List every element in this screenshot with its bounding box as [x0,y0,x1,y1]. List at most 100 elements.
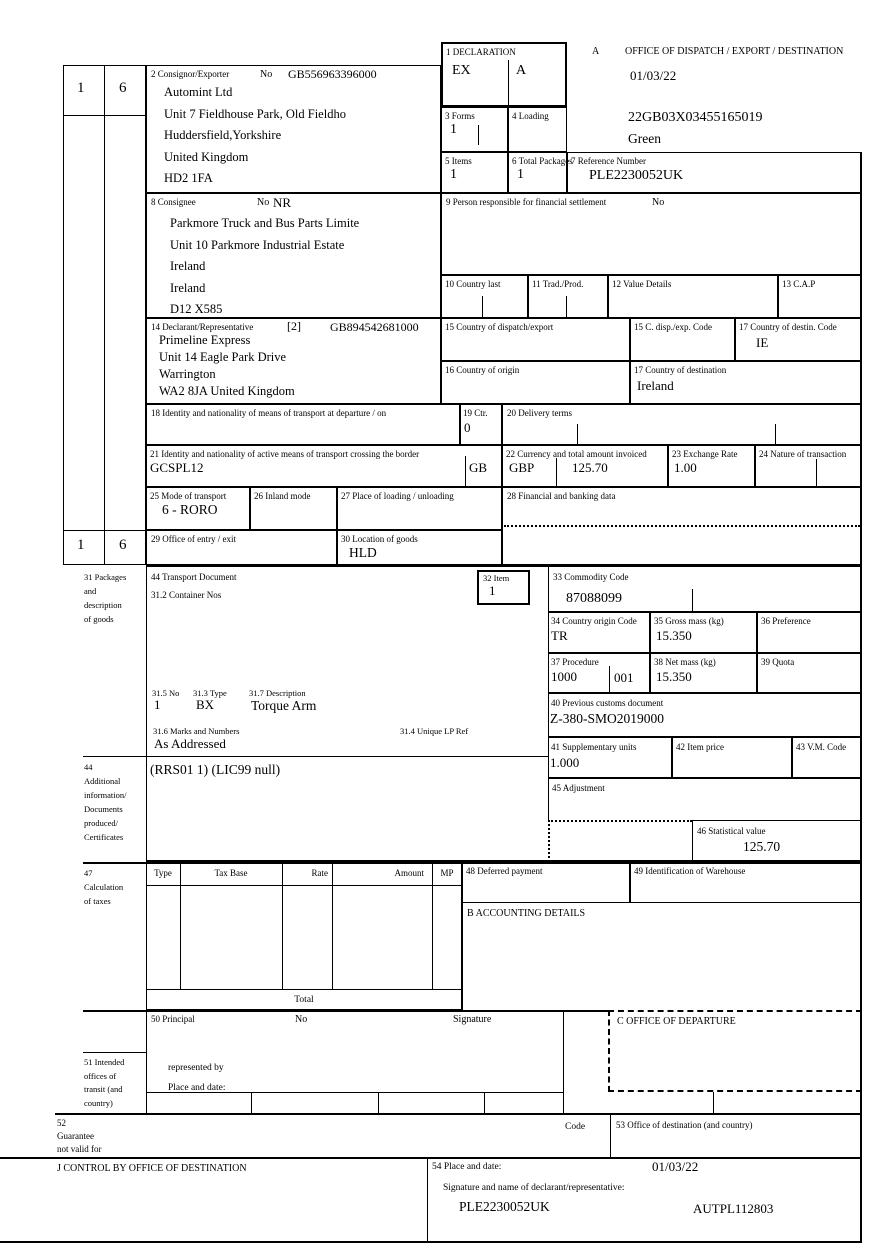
box44-top-line [83,756,548,757]
box8-label: 8 Consignee [151,197,196,207]
additional-information: (RRS01 1) (LIC99 null) [150,762,281,777]
box26-inland-mode [250,487,337,530]
box15a-dispatch-code [630,318,735,361]
box28-label: 28 Financial and banking data [507,491,616,501]
box21-active-transport [146,445,502,487]
box47-side-label: 47 Calculation of taxes [84,868,124,906]
movement-reference-number: 22GB03X03455165019 [628,110,763,125]
box6-label: 6 Total Packages [512,156,573,166]
box15-label: 15 Country of dispatch/export [445,322,554,332]
box18-label: 18 Identity and nationality of means of … [151,408,387,418]
box24-tick [816,459,817,486]
box15a-label: 15 C. disp./exp. Code [634,322,712,332]
stamp-cell-divider [484,1092,485,1113]
box22-divider [556,458,557,486]
box40-label: 40 Previous customs document [551,698,664,708]
box50-signature-label: Signature [453,1014,492,1025]
copy-cell-divider [63,115,146,116]
box2-label: 2 Consignor/Exporter [151,69,230,79]
item-number: 1 [489,583,496,598]
consignor-eori: GB556963396000 [288,67,377,81]
box46-label: 46 Statistical value [697,826,766,836]
box48-deferred-payment [462,862,630,903]
procedure-code: 1000 [551,669,577,684]
box8-no-label: No [257,197,270,208]
box42-item-price [672,737,792,778]
box23-exchange-rate [668,445,755,487]
box22-label: 22 Currency and total amount invoiced [506,449,647,459]
copy-column-divider [104,65,105,565]
stamp-row-top [146,1092,563,1093]
copy-number: 6 [119,80,127,96]
transport-mode: 6 - RORO [162,502,218,517]
box15-dispatch-country [441,318,630,361]
goods-description: Torque Arm [251,698,317,713]
box44t-label: 44 Transport Document [151,572,237,582]
consignee-address: Parkmore Truck and Bus Parts Limite Unit… [170,216,360,316]
section-divider [83,1010,608,1012]
box25-label: 25 Mode of transport [150,491,227,501]
box50-label: 50 Principal [151,1014,195,1024]
box20-tick [577,424,578,444]
box52-code-label: Code [565,1122,586,1132]
box10-country-last [441,275,528,318]
box31-3-label: 31.3 Type [193,688,227,698]
box43-label: 43 V.M. Code [796,742,847,752]
goods-dotted-divider [548,820,550,862]
marks-numbers: As Addressed [154,736,226,751]
box31-4-label: 31.4 Unique LP Ref [400,726,469,736]
routing-status: Green [628,131,661,146]
represented-by-label: represented by [168,1063,224,1073]
box32-item [477,570,530,605]
box36-label: 36 Preference [761,616,811,626]
gross-mass: 15.350 [656,628,692,643]
invoice-currency: GBP [509,460,535,475]
section-c-label: C OFFICE OF DEPARTURE [617,1016,736,1027]
container-flag: 0 [464,420,471,435]
box48-label: 48 Deferred payment [466,866,543,876]
box21-divider [465,456,466,486]
consignee-id: NR [273,195,292,210]
destination-country: Ireland [637,378,674,393]
tax-total-label: Total [294,995,314,1005]
box20-label: 20 Delivery terms [507,408,572,418]
office-a-letter: A [592,46,600,57]
box5-label: 5 Items [445,156,472,166]
bottom-border [0,1241,862,1243]
box54-left-border [427,1157,428,1241]
tax-header-line [146,885,462,886]
declaration-type: EX [452,63,471,78]
box50-left-border [146,1010,147,1113]
section-j-label: J CONTROL BY OFFICE OF DESTINATION [57,1163,247,1174]
box41-supplementary-units [548,737,672,778]
box39-label: 39 Quota [761,657,795,667]
box11-trad-prod [528,275,608,318]
box37-label: 37 Procedure [551,657,599,667]
box32-label: 32 Item [483,573,510,583]
section-divider [83,862,862,864]
box53-left-border [610,1113,611,1157]
box7-label: 7 Reference Number [571,156,646,166]
tax-col-divider [180,862,181,989]
box11-tick [566,296,567,318]
box37-divider [609,666,610,693]
supplementary-units: 1.000 [550,755,580,770]
transport-nationality: GB [469,460,488,475]
box25-transport-mode [146,487,250,530]
statistical-value: 125.70 [743,839,781,854]
box3-forms [441,107,508,152]
net-mass: 15.350 [656,669,692,684]
box23-label: 23 Exchange Rate [672,449,738,459]
box12-value-details [608,275,778,318]
box46-statistical-value [692,820,862,862]
box8-consignee [146,193,441,318]
representative-code: [2] [287,319,301,333]
place-date-label: Place and date: [168,1083,226,1093]
tax-total-line [146,989,462,990]
box12-label: 12 Value Details [612,279,672,289]
authorisation-number: AUTPL112803 [693,1201,774,1216]
tax-col-tax-base: Tax Base [214,868,248,878]
total-packages: 1 [517,167,524,182]
box51-side-label: 51 Intended offices of transit (and coun… [84,1057,125,1108]
